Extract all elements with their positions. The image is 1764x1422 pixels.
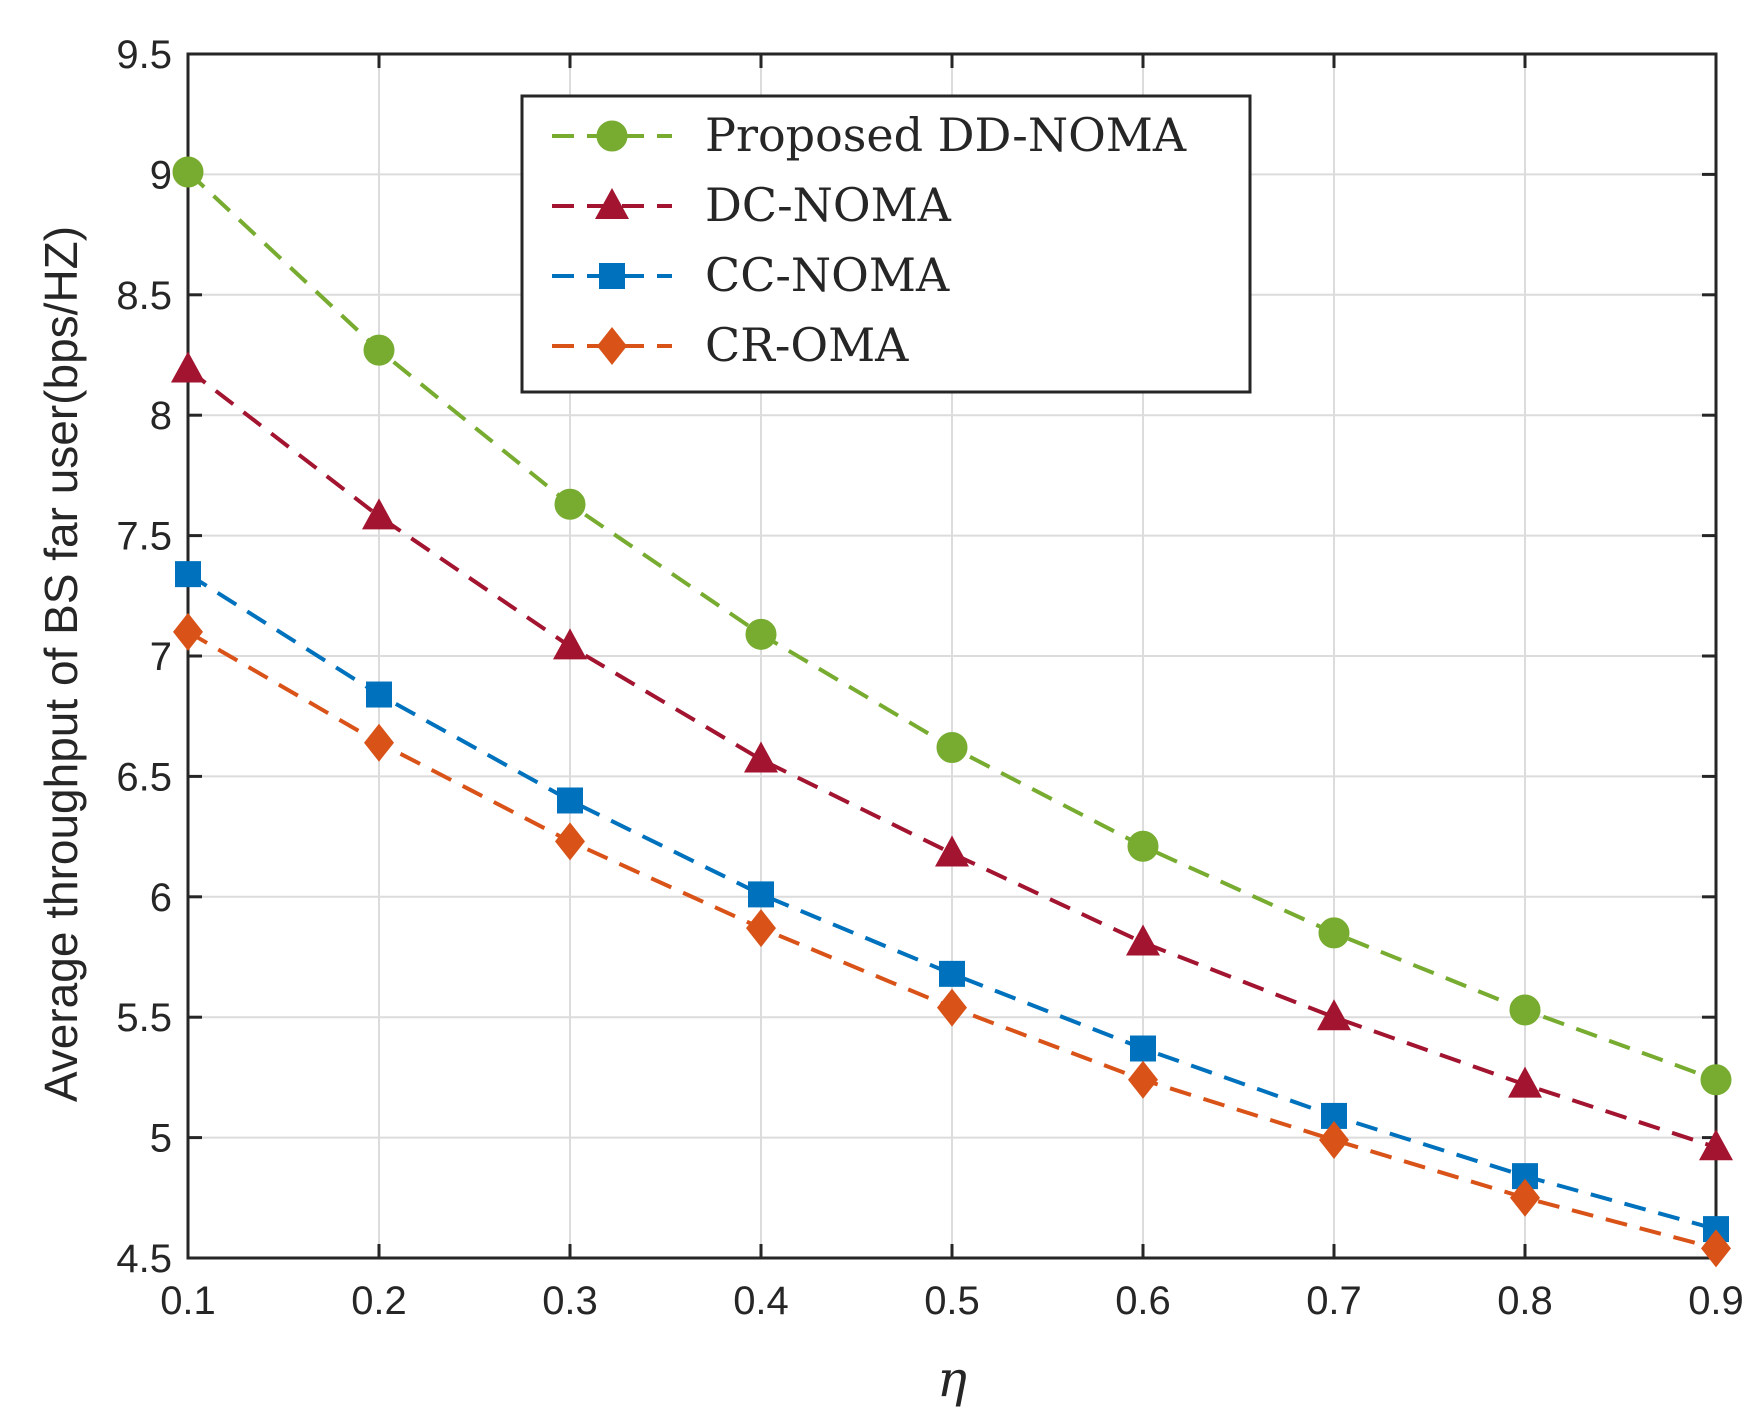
data-point: [172, 156, 204, 188]
series-line: [186, 572, 1717, 1232]
legend-marker: [599, 263, 625, 289]
data-point: [1509, 994, 1541, 1026]
y-tick-label: 9: [150, 153, 172, 197]
data-point: [364, 723, 394, 762]
data-point: [746, 909, 776, 948]
x-tick-label: 0.7: [1306, 1279, 1362, 1323]
data-point: [1126, 924, 1160, 956]
legend-label: Proposed DD-NOMA: [705, 108, 1187, 162]
legend-marker: [596, 120, 628, 152]
x-tick-label: 0.5: [924, 1279, 980, 1323]
data-point: [557, 787, 583, 814]
data-point: [1127, 830, 1159, 862]
legend-label: CC-NOMA: [705, 248, 950, 302]
data-point: [1128, 1060, 1158, 1099]
x-tick-label: 0.4: [733, 1279, 789, 1323]
y-tick-label: 8.5: [116, 274, 172, 318]
data-point: [745, 618, 777, 650]
y-tick-label: 6.5: [116, 755, 172, 799]
data-point: [1319, 1121, 1349, 1160]
y-tick-label: 5.5: [116, 996, 172, 1040]
x-axis-label: η: [937, 1350, 967, 1408]
y-tick-label: 4.5: [116, 1237, 172, 1281]
legend-marker: [595, 188, 629, 219]
legend-item: CC-NOMA: [552, 248, 950, 302]
data-point: [748, 881, 774, 908]
data-point: [936, 732, 968, 764]
y-axis-label: Average throughput of BS far user(bps/HZ…: [35, 226, 87, 1102]
y-tick-label: 7.5: [116, 515, 172, 559]
data-point: [1700, 1064, 1732, 1096]
data-point: [1699, 1129, 1733, 1161]
legend-label: CR-OMA: [705, 318, 909, 372]
y-tick-label: 7: [150, 635, 172, 679]
data-point: [1508, 1066, 1542, 1098]
y-tick-label: 9.5: [116, 33, 172, 77]
x-tick-label: 0.9: [1688, 1279, 1744, 1323]
x-tick-label: 0.8: [1497, 1279, 1553, 1323]
legend: Proposed DD-NOMA DC-NOMA CC-NOMA CR-OMA: [520, 94, 1252, 394]
data-point: [744, 741, 778, 773]
data-point: [554, 488, 586, 520]
series-line: [186, 367, 1717, 1150]
data-point: [363, 334, 395, 366]
x-tick-label: 0.1: [160, 1279, 216, 1323]
legend-label: DC-NOMA: [705, 178, 952, 232]
data-point: [175, 561, 201, 588]
legend-item: CR-OMA: [552, 318, 909, 372]
data-point: [937, 988, 967, 1027]
series-proposed-dd-noma: [172, 156, 1732, 1096]
y-tick-label: 6: [150, 876, 172, 920]
data-point: [171, 351, 205, 383]
legend-item: Proposed DD-NOMA: [552, 108, 1187, 162]
data-point: [553, 628, 587, 660]
legend-item: DC-NOMA: [552, 178, 952, 232]
series-cc-noma: [175, 561, 1729, 1243]
data-point: [939, 960, 965, 987]
y-tick-label: 8: [150, 394, 172, 438]
data-point: [555, 822, 585, 861]
legend-box: [520, 94, 1252, 394]
axes: 0.1 0.2 0.3 0.4 0.5 0.6 0.7 0.8 0.9 4.5 5 5.5 6 6.5 7 7…: [116, 33, 1743, 1323]
data-point: [173, 612, 203, 651]
data-point: [362, 498, 396, 530]
data-point: [1510, 1178, 1540, 1217]
x-tick-label: 0.3: [542, 1279, 598, 1323]
data-point: [1130, 1035, 1156, 1062]
data-point: [1701, 1229, 1731, 1268]
data-point: [366, 681, 392, 708]
series-cr-oma: [173, 612, 1731, 1268]
legend-marker: [597, 327, 627, 365]
data-point: [935, 835, 969, 867]
y-tick-label: 5: [150, 1117, 172, 1161]
x-tick-label: 0.6: [1115, 1279, 1171, 1323]
data-point: [1317, 999, 1351, 1031]
series-dc-noma: [171, 351, 1733, 1161]
series-group: [171, 156, 1733, 1268]
x-tick-label: 0.2: [351, 1279, 407, 1323]
data-point: [1318, 917, 1350, 949]
